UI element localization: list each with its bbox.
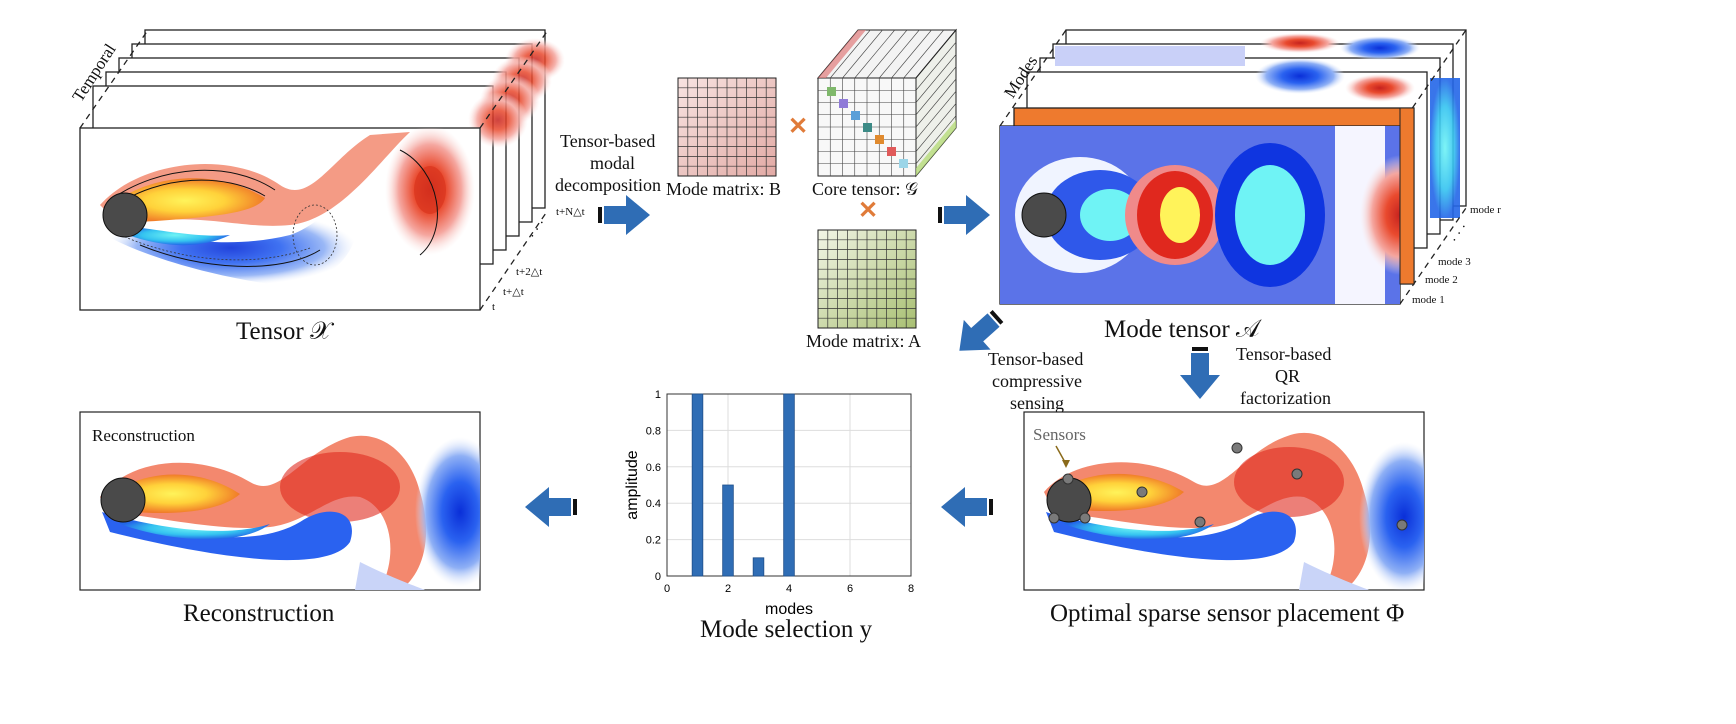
time-label-t: t	[492, 301, 496, 313]
mode-selection-chart: 0 0.2 0.4 0.6 0.8 1 0 2 4 6 8 modes amplitude	[624, 389, 914, 618]
chart-bar	[752, 557, 765, 577]
mode-matrix-b-grid	[677, 77, 777, 177]
core-tensor-cube	[816, 28, 958, 178]
arrow-to-mode-selection	[941, 487, 993, 527]
sensor-caption: Optimal sparse sensor placement Φ	[1050, 600, 1405, 627]
arrow-to-reconstruction	[525, 487, 577, 527]
decomposition-label-line1: Tensor-based	[560, 131, 656, 151]
mode-label-2: mode 2	[1425, 274, 1458, 286]
qr-label-line2: QR	[1275, 366, 1301, 386]
chart-bar	[722, 484, 734, 577]
chart-ytick-label: 0.6	[646, 462, 661, 474]
reconstruction-inner-label: Reconstruction	[92, 426, 195, 445]
sensors-label: Sensors	[1033, 425, 1086, 444]
chart-ytick-label: 0.8	[646, 425, 661, 437]
arrow-decomposition	[598, 195, 650, 235]
chart-xtick-label: 4	[786, 583, 792, 595]
time-label-t1: t+△t	[503, 286, 524, 298]
times-symbol-1: ✕	[788, 114, 809, 140]
time-label-t2: t+2△t	[516, 266, 543, 278]
mode-selection-caption: Mode selection y	[700, 616, 873, 643]
times-symbol-2: ✕	[858, 198, 879, 224]
mode-tensor-caption: Mode tensor 𝒜	[1104, 316, 1260, 343]
mode-label-3: mode 3	[1438, 256, 1471, 268]
mode-label-r: mode r	[1470, 204, 1501, 216]
compressive-label-line1: Tensor-based	[988, 349, 1084, 369]
chart-xtick-label: 2	[725, 583, 731, 595]
qr-label-line3: factorization	[1240, 388, 1331, 408]
compressive-label-line2: compressive	[992, 371, 1082, 391]
qr-label-line1: Tensor-based	[1236, 344, 1332, 364]
chart-bar	[691, 393, 704, 577]
decomposition-label-line3: decomposition	[555, 175, 661, 195]
mode-label-1: mode 1	[1412, 294, 1445, 306]
mode-matrix-a-label: Mode matrix: A	[806, 331, 921, 351]
mode-matrix-a-grid	[817, 229, 917, 329]
chart-ytick-label: 0	[655, 571, 661, 583]
reconstruction-caption: Reconstruction	[183, 600, 335, 627]
chart-bar	[783, 393, 795, 577]
tensor-x-stack	[79, 29, 565, 311]
mode-matrix-b-label: Mode matrix: B	[666, 179, 781, 199]
chart-xtick-label: 0	[664, 583, 670, 595]
arrow-to-mode-tensor	[938, 195, 990, 235]
core-tensor-label: Core tensor: 𝒢	[812, 179, 918, 199]
chart-ytick-label: 1	[655, 389, 661, 401]
tensor-x-caption: Tensor 𝒳	[236, 318, 332, 345]
sensor-field	[1023, 411, 1425, 591]
time-label-tn: t+N△t	[556, 206, 585, 218]
chart-xlabel: modes	[765, 601, 813, 618]
chart-xtick-label: 6	[847, 583, 853, 595]
reconstruction-field	[79, 411, 481, 591]
decomposition-label-line2: modal	[590, 153, 635, 173]
compressive-label-line3: sensing	[1010, 393, 1064, 413]
chart-ytick-label: 0.4	[646, 498, 661, 510]
mode-tensor-stack	[999, 29, 1467, 305]
chart-ylabel: amplitude	[624, 450, 641, 519]
chart-ytick-label: 0.2	[646, 535, 661, 547]
arrow-qr	[1180, 347, 1220, 399]
chart-xtick-label: 8	[908, 583, 914, 595]
